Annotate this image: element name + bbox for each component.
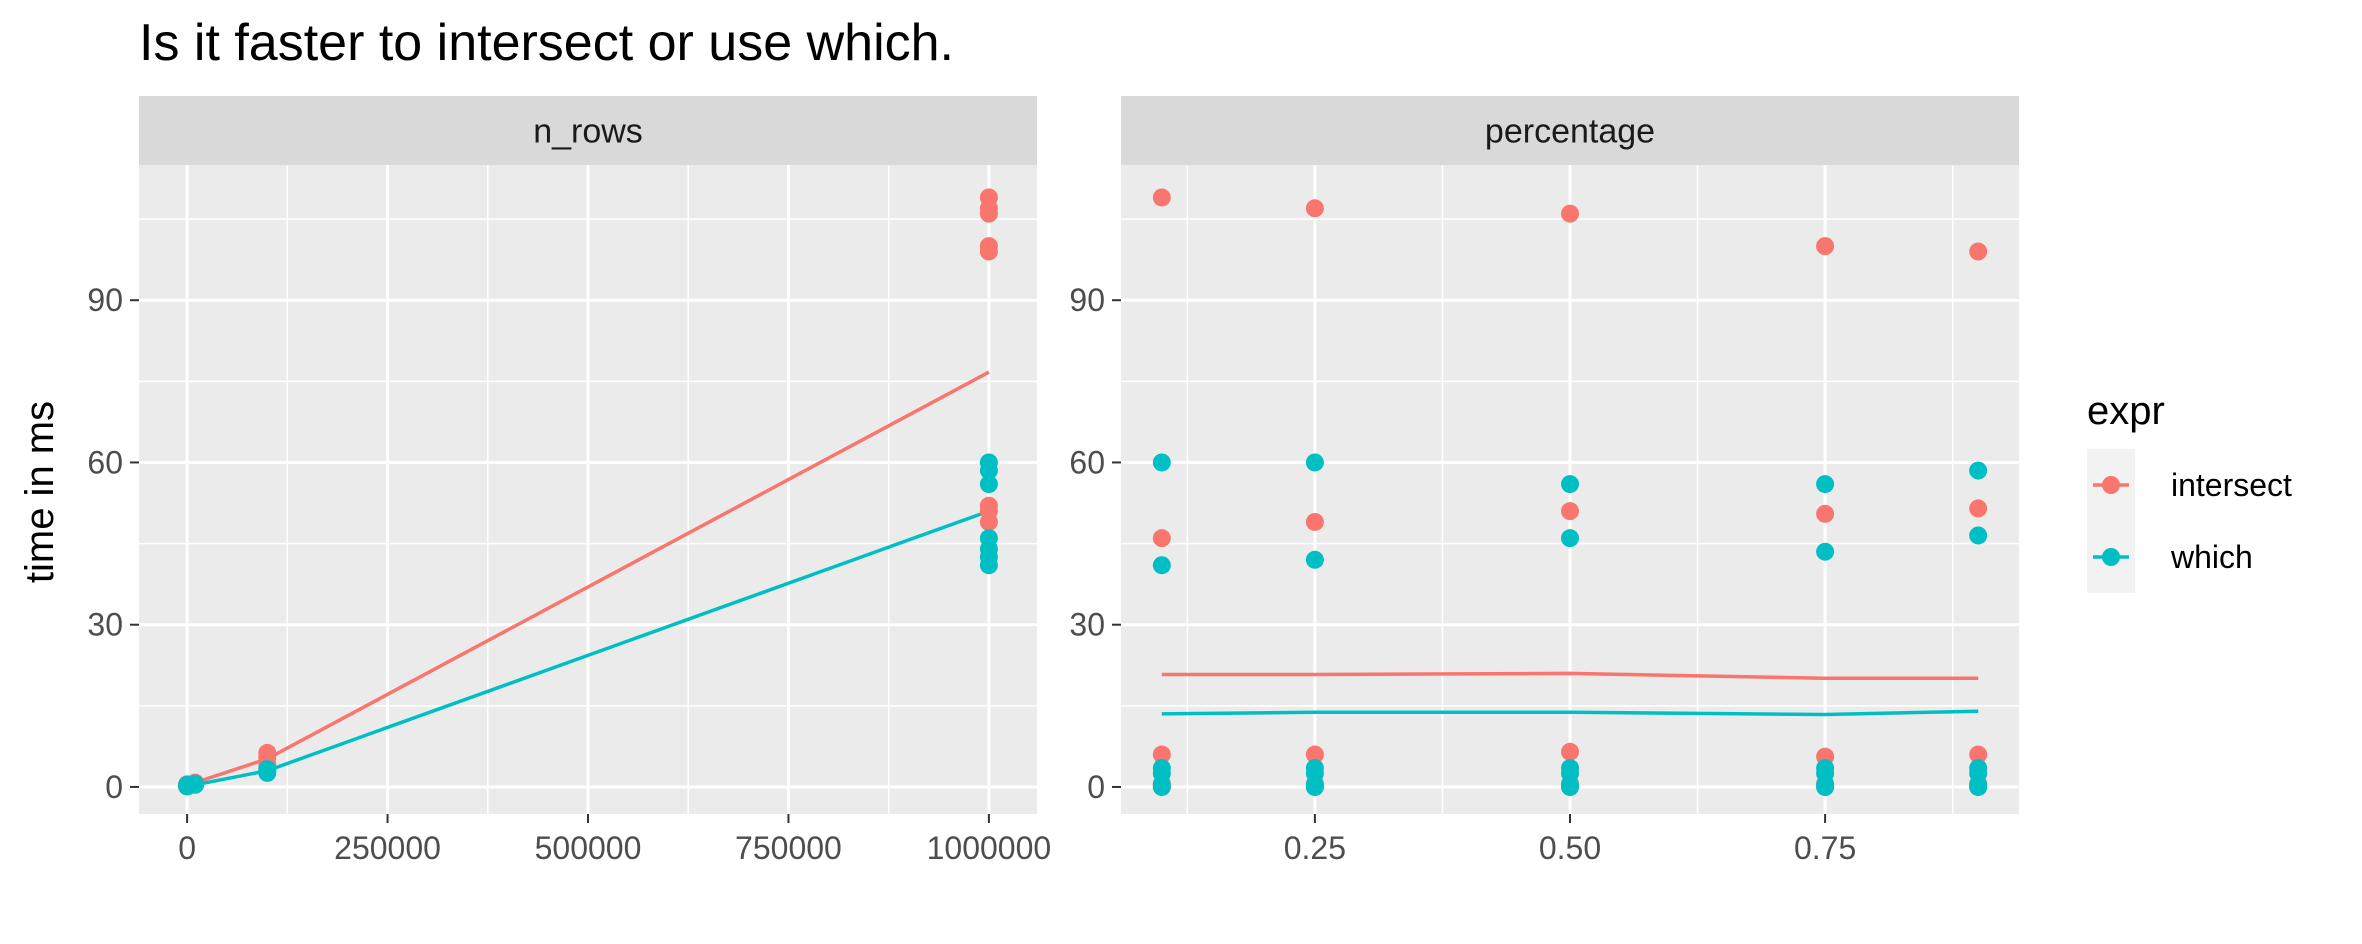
point-intersect [1969, 242, 1988, 261]
point-which [1816, 759, 1835, 778]
point-intersect [979, 204, 998, 223]
point-intersect [979, 242, 998, 261]
point-intersect [1305, 199, 1324, 218]
chart-title: Is it faster to intersect or use which. [139, 14, 954, 72]
point-which [1969, 759, 1988, 778]
point-which [979, 461, 998, 480]
facet-strip-label: percentage [1485, 113, 1655, 151]
point-which [1816, 542, 1835, 561]
point-which [1152, 556, 1171, 575]
point-intersect [1152, 188, 1171, 207]
point-intersect [979, 512, 998, 531]
y-tick-label: 60 [1069, 444, 1105, 480]
line-which [1161, 709, 1979, 717]
y-tick-label: 60 [87, 444, 123, 480]
point-which [1152, 759, 1171, 778]
point-which [1152, 453, 1171, 472]
x-tick-label: 0 [178, 830, 196, 866]
point-which [1561, 475, 1579, 494]
point-which [979, 475, 998, 494]
x-tick-label: 0.50 [1539, 830, 1601, 866]
x-tick-label: 500000 [535, 830, 642, 866]
x-tick-label: 1000000 [927, 830, 1052, 866]
point-intersect [1816, 237, 1835, 256]
point-which [258, 760, 277, 779]
point-which [1816, 475, 1835, 494]
point-intersect [1561, 204, 1579, 223]
legend-label: which [2170, 539, 2253, 575]
facet-strip-label: n_rows [533, 113, 643, 151]
y-axis-label: time in ms [18, 401, 62, 583]
x-tick-label: 250000 [334, 830, 441, 866]
legend-key-point [2102, 548, 2120, 566]
point-intersect [258, 743, 277, 762]
point-which [1561, 759, 1579, 778]
y-tick-label: 0 [105, 769, 123, 805]
point-intersect [1561, 742, 1579, 761]
legend: expr intersect which [2087, 389, 2292, 593]
point-which [979, 556, 998, 575]
x-tick-label: 0.25 [1284, 830, 1346, 866]
point-intersect [1561, 502, 1579, 521]
line-intersect [1161, 671, 1979, 681]
point-which [1305, 453, 1324, 472]
facet-strip [1121, 96, 2019, 165]
point-which [1969, 461, 1988, 480]
point-intersect [1816, 504, 1835, 523]
x-tick-label: 0.75 [1794, 830, 1856, 866]
point-which [1305, 759, 1324, 778]
point-intersect [1969, 499, 1988, 518]
panel-percentage: 0 30 60 90 0.25 0.50 0.75 percentage [1069, 96, 2019, 866]
point-intersect [1152, 529, 1171, 548]
y-tick-label: 90 [87, 282, 123, 318]
y-tick-label: 90 [1069, 282, 1105, 318]
legend-title: expr [2087, 389, 2165, 433]
panel-n_rows: 0 30 60 90 0 250000 500000 750000 1000000 n_rows [87, 96, 1051, 866]
y-tick-label: 30 [87, 607, 123, 643]
point-which [1969, 526, 1988, 545]
point-which [1305, 550, 1324, 569]
point-intersect [1969, 745, 1988, 764]
facet-strip [139, 96, 1037, 165]
point-which [186, 774, 205, 793]
legend-label: intersect [2171, 467, 2292, 503]
y-tick-label: 30 [1069, 607, 1105, 643]
y-tick-label: 0 [1087, 769, 1105, 805]
x-tick-label: 750000 [735, 830, 842, 866]
point-which [1561, 529, 1579, 548]
point-intersect [1152, 745, 1171, 764]
point-intersect [1305, 745, 1324, 764]
legend-key-point [2102, 476, 2120, 494]
point-intersect [1305, 512, 1324, 531]
